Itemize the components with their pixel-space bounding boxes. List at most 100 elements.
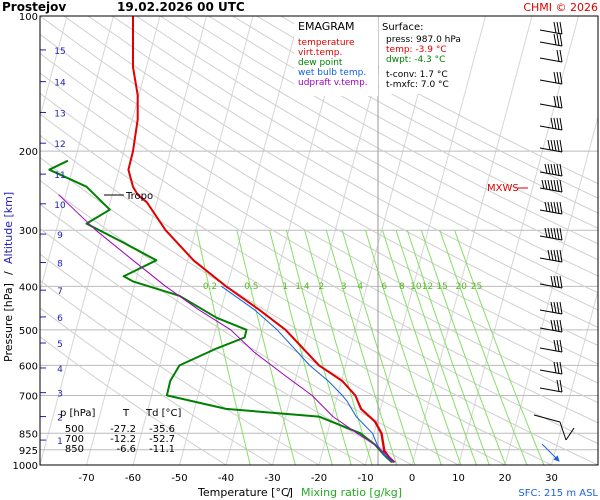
wind-barb-feather [553,95,557,108]
surface-tconv: t-conv: 1.7 °C [386,70,448,80]
altitude-tick-label: 2 [57,414,63,424]
altitude-tick-label: 8 [57,260,63,270]
mixing-ratio-line [325,230,398,465]
mixing-ratio-labels: 0.2 0.5 1 1.4 2 3 4 6 8 10 12 15 20 25 [203,282,482,292]
dry-adiabat-line [40,52,598,384]
wind-barb-feather [556,179,560,192]
dry-adiabat-line [63,16,598,328]
wind-barb-feather [550,319,554,331]
table-row-td: -52.7 [149,434,175,445]
wind-barb-feather [559,95,563,109]
wind-barb-feather [550,179,554,191]
temperature-tick-label: -40 [218,473,234,484]
pressure-tick-label: 400 [19,282,38,293]
wind-barb-feather [556,201,560,214]
wind-barb-feather [547,201,551,213]
table-row-p: 700 [65,434,84,445]
wind-barb-feather [553,71,557,84]
xlabel-separator: / [287,486,291,499]
wind-barbs [533,21,575,462]
legend-title: EMAGRAM [298,20,355,33]
wind-barb-feather [550,139,554,151]
pressure-tick-label: 500 [19,326,38,337]
wind-barb-shaft [539,369,563,375]
wind-barb-shaft [539,257,563,263]
series-dew-point-line [48,159,393,464]
wind-barb-feather [556,249,560,262]
mixing-ratio-label: 1.4 [295,282,310,292]
wind-barb-feather [550,227,554,239]
isotherm-line [40,16,68,119]
table-row-p: 850 [65,444,84,455]
isotherm-line [458,16,579,465]
mixing-ratio-line [304,230,373,465]
temperature-tick-label: -60 [125,473,141,484]
wind-barb-feather [541,179,545,190]
xlabel-mixing-ratio: Mixing ratio [g/kg] [301,486,402,499]
wind-barb-feather [559,227,563,241]
wind-barb-feather [553,227,557,240]
levels-table: p [hPa] T Td [°C] 500 -27.2 -35.6 700 -1… [60,408,182,455]
table-header-t: T [122,408,130,419]
mixing-ratio-label: 0.2 [203,282,217,292]
wind-barb-feather [550,249,554,261]
series-temperature-line [127,16,395,464]
wind-barb-shaft [539,57,563,63]
mixing-ratio-label: 15 [436,282,447,292]
wind-barb-feather [556,301,560,314]
mixing-ratio-line [341,230,416,465]
wind-barb-feather [559,179,563,193]
dry-adiabat-line [40,203,459,465]
wind-barb-feather [556,163,560,176]
tropo-label: Tropo [125,191,153,202]
series-virt-temp-line [225,285,396,463]
wind-barb-feather [553,301,557,314]
wind-barb-feather [559,139,563,153]
pressure-tick-label: 200 [19,147,38,158]
mixing-ratio-line [420,230,507,465]
temperature-tick-label: -70 [78,473,94,484]
mixing-ratio-label: 10 [410,282,422,292]
surface-tmxfc: t-mxfc: 7.0 °C [386,80,449,90]
wind-barb-feather [559,301,563,315]
wind-barb-feather [559,319,563,333]
dry-adiabat-line [40,307,273,465]
wind-barb-shaft [539,171,563,177]
dry-adiabat-line [40,113,598,445]
isotherm-line [132,16,254,465]
mixing-ratio-label: 4 [357,282,363,292]
x-axis-label: Temperature [°C] / Mixing ratio [g/kg] [197,486,402,499]
dry-adiabat-line [208,16,598,229]
wind-barb-feather [556,49,560,62]
temperature-tick-label: -30 [264,473,280,484]
pressure-tick-label: 1000 [13,461,38,472]
surface-wind-arrow [541,443,560,462]
wind-barb-feather [556,319,560,332]
mixing-ratio-label: 8 [399,282,405,292]
wind-barb-feather [556,117,560,130]
surface-box [379,16,456,94]
altitude-tick-label: 6 [57,314,63,324]
legend-box [294,16,378,96]
altitude-tick-label: 4 [57,365,63,375]
dry-adiabat-line [40,72,598,404]
mixing-ratio-line [454,230,545,465]
wind-barb-feather [556,95,560,108]
dry-adiabat-line [111,16,598,294]
isotherm-line [411,16,533,465]
legend-dew-point: dew point [298,58,343,68]
isotherm-line [40,16,114,293]
wind-barb-shaft [539,147,563,153]
wind-barb-feather [565,427,575,441]
wind-barb-feather [556,227,560,240]
sfc-elevation: SFC: 215 m ASL [518,488,598,499]
temperature-tick-labels: -70 -60 -50 -40 -30 -20 -10 0 10 20 30 [78,473,558,484]
wind-barb-feather [553,139,557,152]
isobar-grid [40,150,598,451]
wind-barb-feather [544,227,548,238]
mixing-ratio-label: 12 [422,282,433,292]
legend-virt-temp: virt.temp. [298,48,342,58]
mixing-ratio-line [439,230,528,465]
mxws-label: MXWS [487,183,519,194]
